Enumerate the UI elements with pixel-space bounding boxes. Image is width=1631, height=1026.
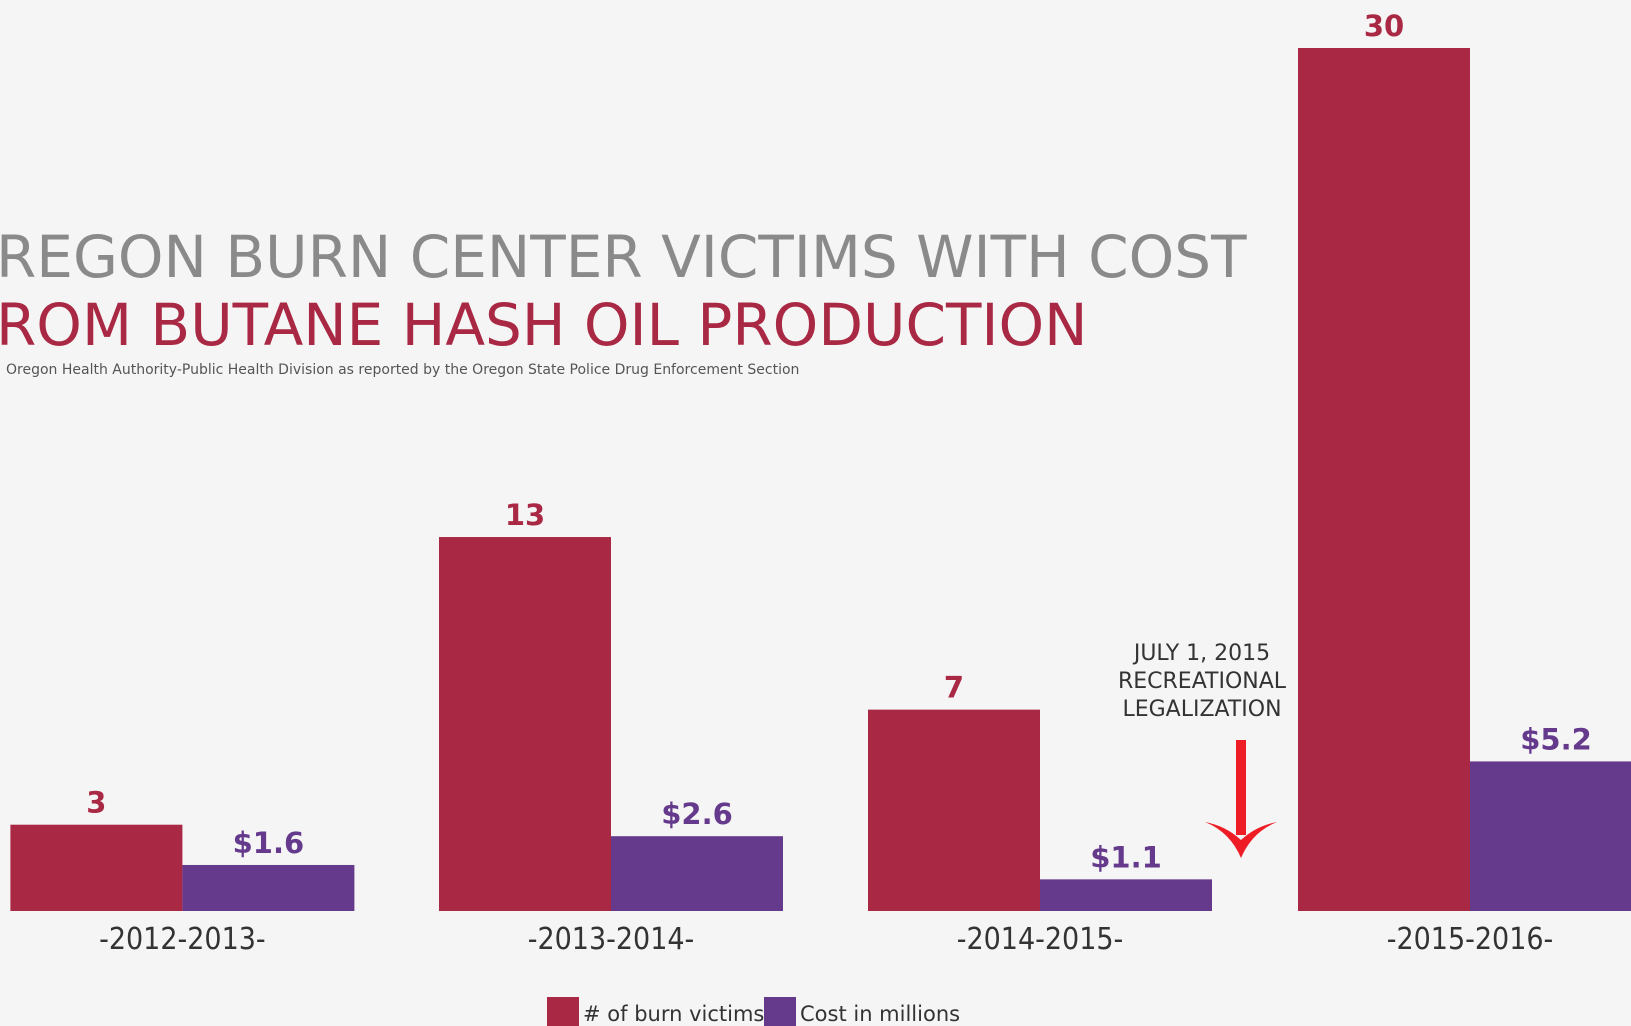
arrow-head: [1205, 822, 1277, 858]
arrow-shaft: [1236, 740, 1246, 835]
data-label: 13: [505, 498, 545, 532]
source-note: Oregon Health Authority-Public Health Di…: [6, 362, 799, 378]
data-label: 3: [86, 786, 106, 820]
bar: [182, 864, 355, 911]
bar: [1470, 761, 1631, 911]
bar: [1040, 879, 1212, 911]
data-label: $2.6: [661, 797, 733, 831]
legend-swatch: [764, 997, 796, 1026]
bar: [439, 537, 611, 911]
annotation: RECREATIONAL: [1118, 669, 1287, 694]
legend-swatch: [547, 997, 579, 1026]
annotation: LEGALIZATION: [1122, 697, 1281, 722]
legend-label: Cost in millions: [800, 1002, 960, 1026]
bar: [10, 824, 183, 911]
bar: [1298, 48, 1470, 911]
data-label: 30: [1364, 9, 1404, 43]
data-label: $5.2: [1520, 722, 1592, 756]
chart-title: REGON BURN CENTER VICTIMS WITH COST: [0, 223, 1247, 291]
data-label: $1.6: [233, 826, 305, 860]
chart-subtitle: ROM BUTANE HASH OIL PRODUCTION: [0, 291, 1088, 359]
bar: [611, 836, 783, 911]
x-tick-label: -2013-2014-: [528, 922, 695, 957]
x-tick-label: -2015-2016-: [1387, 922, 1554, 957]
annotation: JULY 1, 2015: [1132, 641, 1270, 666]
data-label: 7: [944, 671, 964, 705]
x-tick-label: -2012-2013-: [99, 922, 266, 957]
bar: [868, 709, 1040, 911]
legend-label: # of burn victims: [583, 1002, 764, 1026]
x-tick-label: -2014-2015-: [957, 922, 1124, 957]
data-label: $1.1: [1090, 840, 1162, 874]
